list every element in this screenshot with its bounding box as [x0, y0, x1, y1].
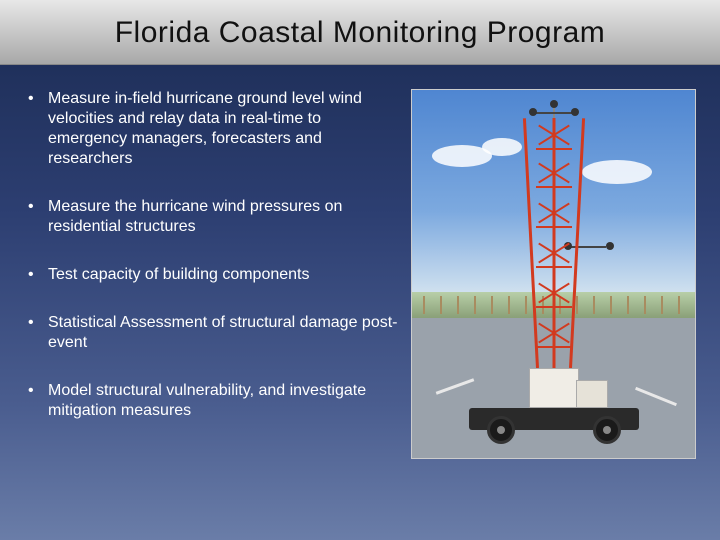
wheel-icon — [593, 416, 621, 444]
list-item: Statistical Assessment of structural dam… — [28, 313, 398, 353]
cloud-icon — [582, 160, 652, 184]
tower-icon — [536, 118, 572, 368]
slide-title: Florida Coastal Monitoring Program — [0, 16, 720, 50]
equipment-box-icon — [529, 368, 579, 408]
cloud-icon — [482, 138, 522, 156]
list-item: Measure in-field hurricane ground level … — [28, 89, 398, 169]
trailer-icon — [469, 408, 639, 430]
slide-content: Measure in-field hurricane ground level … — [0, 65, 720, 89]
list-item: Test capacity of building components — [28, 265, 398, 285]
list-item: Model structural vulnerability, and inve… — [28, 381, 398, 421]
bullet-list: Measure in-field hurricane ground level … — [28, 89, 398, 449]
tower-photo — [411, 89, 696, 459]
wheel-icon — [487, 416, 515, 444]
list-item: Measure the hurricane wind pressures on … — [28, 197, 398, 237]
anemometer-icon — [566, 238, 612, 256]
equipment-box-icon — [576, 380, 608, 408]
title-bar: Florida Coastal Monitoring Program — [0, 0, 720, 65]
slide: Florida Coastal Monitoring Program Measu… — [0, 0, 720, 540]
